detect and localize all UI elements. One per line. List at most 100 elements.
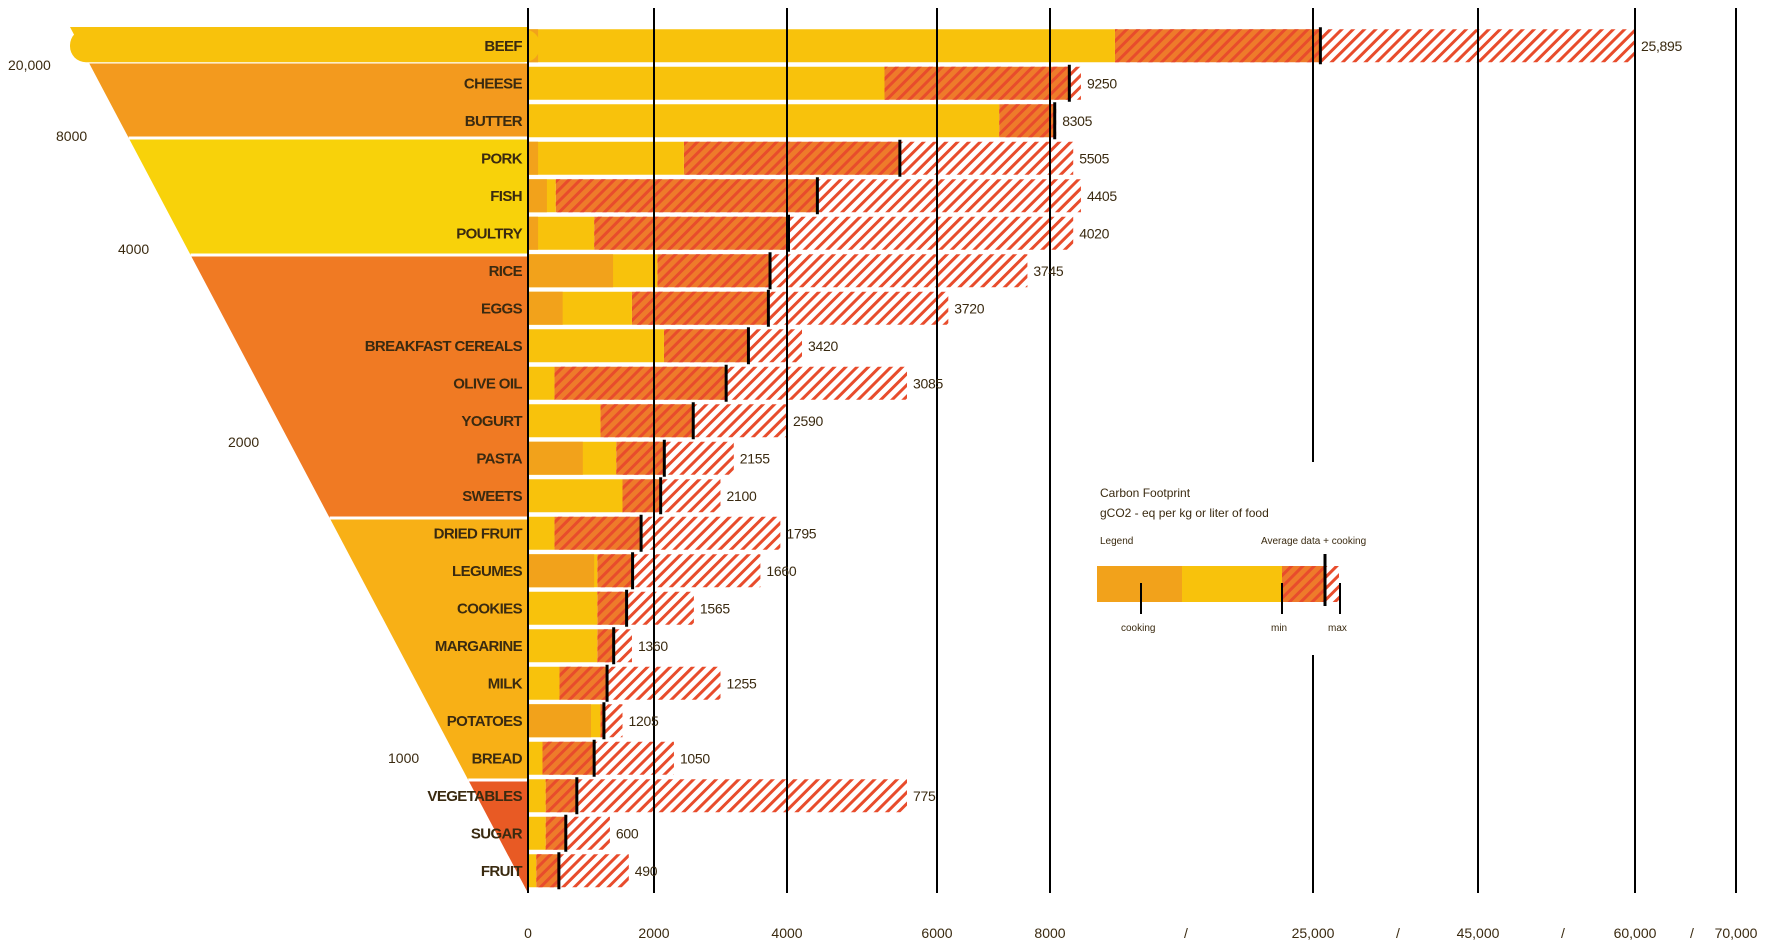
bar-base: [528, 816, 546, 850]
x-tick-label: /: [1561, 925, 1565, 941]
category-label: DRIED FRUIT: [434, 525, 523, 542]
bar-range-avg: [542, 741, 595, 775]
x-tick-label: 6000: [921, 925, 952, 941]
value-label: 1795: [786, 525, 816, 541]
bar-base: [528, 104, 1000, 138]
category-label: YOGURT: [461, 413, 522, 430]
legend-max-label: max: [1328, 623, 1347, 634]
value-label: 1565: [700, 600, 730, 616]
funnel-band: [128, 138, 528, 255]
bar-range-avg: [600, 704, 604, 738]
bar-range-avg: [884, 66, 1070, 100]
funnel-scale-label: 20,000: [8, 57, 51, 73]
value-label: 600: [616, 825, 639, 841]
value-label: 8305: [1062, 113, 1092, 129]
bar-base: [528, 216, 595, 250]
value-label: 4020: [1079, 225, 1109, 241]
x-tick-label: /: [1184, 925, 1188, 941]
category-label: OLIVE OIL: [453, 375, 522, 392]
category-label: FISH: [490, 188, 522, 205]
funnel-scale-label: 4000: [118, 241, 149, 257]
legend-base-swatch: [1182, 566, 1282, 602]
value-label: 4405: [1087, 188, 1117, 204]
category-label: LEGUMES: [452, 563, 523, 580]
value-label: 1050: [680, 750, 710, 766]
bar-base: [528, 479, 623, 513]
bar-cooking: [528, 441, 583, 475]
value-label: 1360: [638, 638, 668, 654]
category-label: COOKIES: [457, 600, 523, 617]
x-tick-label: 25,000: [1292, 925, 1335, 941]
funnel-band: [88, 62, 529, 138]
x-tick-label: 70,000: [1715, 925, 1758, 941]
bar-base: [528, 516, 555, 550]
bar-base: [528, 366, 555, 400]
bar-base: [528, 66, 885, 100]
bar-base: [528, 591, 598, 625]
category-label: POTATOES: [447, 713, 523, 730]
legend-background: [1080, 474, 1400, 644]
value-label: 5505: [1079, 150, 1109, 166]
value-label: 2100: [727, 488, 757, 504]
category-label: MILK: [488, 675, 523, 692]
bar-base: [528, 29, 1115, 63]
funnel-band: [468, 780, 528, 893]
category-label: POULTRY: [456, 225, 522, 242]
bar-range-avg: [545, 816, 566, 850]
bar-cooking: [528, 704, 591, 738]
value-label: 2590: [793, 413, 823, 429]
legend-title: Carbon Footprint: [1100, 486, 1191, 500]
x-tick-label: 45,000: [1457, 925, 1500, 941]
value-label: 1660: [766, 563, 796, 579]
bar-range-avg: [600, 404, 694, 438]
value-label: 3720: [954, 300, 984, 316]
bar-base: [528, 854, 537, 888]
bar-base: [528, 141, 684, 175]
bar-range-avg: [663, 329, 749, 363]
funnel-scale-label: 2000: [228, 434, 259, 450]
category-label: RICE: [489, 263, 523, 280]
bar-range-avg: [616, 441, 665, 475]
bar-base: [528, 629, 598, 663]
bar-range-avg: [631, 291, 769, 325]
value-label: 9250: [1087, 75, 1117, 91]
value-label: 2155: [740, 450, 770, 466]
bar-range-avg: [597, 591, 627, 625]
legend-heading: Legend: [1100, 536, 1133, 547]
bar-range-avg: [554, 516, 642, 550]
bar-range-avg: [554, 366, 727, 400]
legend-average-label: Average data + cooking: [1261, 536, 1366, 547]
bar-range-avg: [594, 216, 789, 250]
category-label: BREAKFAST CEREALS: [365, 338, 523, 355]
legend-cooking-swatch: [1097, 566, 1182, 602]
category-label: SUGAR: [471, 825, 523, 842]
legend-cooking-label: cooking: [1121, 623, 1155, 634]
x-tick-label: 60,000: [1614, 925, 1657, 941]
bar-range-avg: [999, 104, 1055, 138]
category-label: CHEESE: [464, 75, 523, 92]
bar-range-avg: [545, 779, 577, 813]
value-label: 1255: [727, 675, 757, 691]
bar-cooking: [528, 554, 595, 588]
bar-base: [528, 329, 664, 363]
legend-min-label: min: [1271, 623, 1287, 634]
legend-subtitle: gCO2 - eq per kg or liter of food: [1100, 506, 1269, 520]
funnel-scale-label: 8000: [56, 128, 87, 144]
bar-range-max: [600, 704, 623, 738]
category-label: BREAD: [472, 750, 523, 767]
value-label: 490: [635, 863, 658, 879]
bar-range-avg: [555, 179, 818, 213]
bar-range-max: [545, 779, 907, 813]
bar-range-avg: [559, 666, 608, 700]
value-label: 3085: [913, 375, 943, 391]
category-label: EGGS: [481, 300, 523, 317]
legend-range-swatch: [1282, 566, 1324, 602]
category-label: FRUIT: [481, 863, 523, 880]
bar-base: [528, 779, 546, 813]
bar-range-avg: [597, 554, 633, 588]
category-label: PASTA: [476, 450, 522, 467]
bar-base: [528, 666, 560, 700]
x-tick-label: 4000: [771, 925, 802, 941]
